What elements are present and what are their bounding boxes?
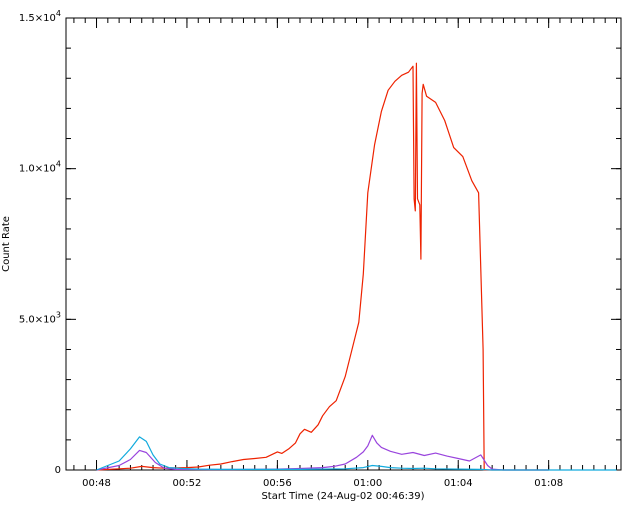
x-tick-label: 01:00	[353, 478, 382, 489]
y-tick-exponent: 3	[56, 310, 61, 319]
x-axis-title: Start Time (24-Aug-02 00:46:39)	[261, 491, 424, 502]
x-tick-label: 00:56	[263, 478, 292, 489]
series-line-2	[96, 436, 617, 471]
y-tick-label: 1.5×104	[19, 9, 61, 24]
x-tick-label: 01:04	[444, 478, 473, 489]
plot-frame	[65, 17, 622, 471]
y-tick-mantissa: 0	[55, 465, 61, 476]
x-tick-label: 00:52	[173, 478, 202, 489]
y-tick-mantissa: 1.5×10	[19, 13, 56, 24]
y-tick-exponent: 4	[56, 9, 61, 18]
series-group	[96, 62, 617, 471]
x-tick-label: 01:08	[534, 478, 563, 489]
series-line-0	[96, 62, 549, 471]
y-tick-label: 0	[55, 465, 61, 476]
x-tick-label: 00:48	[82, 478, 111, 489]
y-tick-mantissa: 1.0×10	[19, 164, 56, 175]
y-tick-label: 1.0×104	[19, 160, 61, 175]
x-tick-labels: 00:48 00:52 00:56 01:00 01:04 01:08	[82, 478, 563, 489]
y-axis-title: Count Rate	[1, 216, 12, 272]
y-tick-exponent: 4	[56, 160, 61, 169]
axis-ticks	[66, 17, 621, 471]
series-line-1	[96, 434, 549, 471]
y-tick-mantissa: 5.0×10	[19, 314, 56, 325]
y-tick-label: 5.0×103	[19, 310, 61, 325]
